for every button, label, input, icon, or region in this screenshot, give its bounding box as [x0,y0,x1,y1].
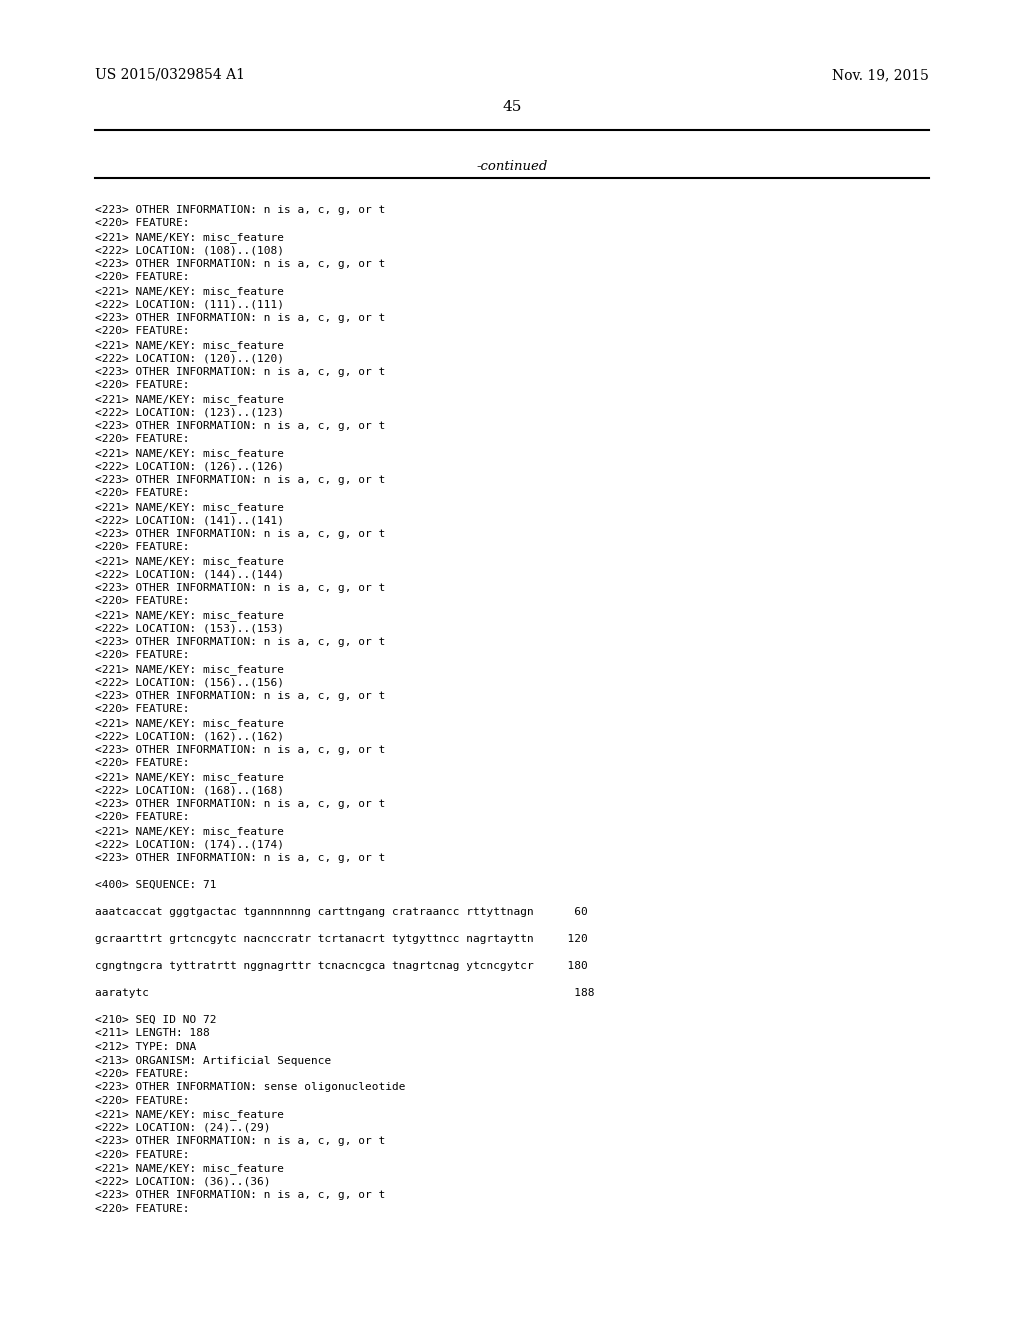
Text: <221> NAME/KEY: misc_feature: <221> NAME/KEY: misc_feature [95,826,284,837]
Text: <222> LOCATION: (108)..(108): <222> LOCATION: (108)..(108) [95,246,284,256]
Text: <220> FEATURE:: <220> FEATURE: [95,1069,189,1078]
Text: <223> OTHER INFORMATION: n is a, c, g, or t: <223> OTHER INFORMATION: n is a, c, g, o… [95,205,385,215]
Text: <221> NAME/KEY: misc_feature: <221> NAME/KEY: misc_feature [95,1110,284,1121]
Text: <222> LOCATION: (156)..(156): <222> LOCATION: (156)..(156) [95,677,284,688]
Text: <220> FEATURE:: <220> FEATURE: [95,759,189,768]
Text: <223> OTHER INFORMATION: n is a, c, g, or t: <223> OTHER INFORMATION: n is a, c, g, o… [95,744,385,755]
Text: gcraarttrt grtcncgytc nacnccratr tcrtanacrt tytgyttncc nagrtayttn     120: gcraarttrt grtcncgytc nacnccratr tcrtana… [95,935,588,944]
Text: <212> TYPE: DNA: <212> TYPE: DNA [95,1041,197,1052]
Text: <211> LENGTH: 188: <211> LENGTH: 188 [95,1028,210,1039]
Text: <223> OTHER INFORMATION: n is a, c, g, or t: <223> OTHER INFORMATION: n is a, c, g, o… [95,853,385,863]
Text: <222> LOCATION: (174)..(174): <222> LOCATION: (174)..(174) [95,840,284,850]
Text: <223> OTHER INFORMATION: n is a, c, g, or t: <223> OTHER INFORMATION: n is a, c, g, o… [95,529,385,539]
Text: <223> OTHER INFORMATION: n is a, c, g, or t: <223> OTHER INFORMATION: n is a, c, g, o… [95,1137,385,1147]
Text: <223> OTHER INFORMATION: sense oligonucleotide: <223> OTHER INFORMATION: sense oligonucl… [95,1082,406,1093]
Text: <222> LOCATION: (162)..(162): <222> LOCATION: (162)..(162) [95,731,284,742]
Text: <220> FEATURE:: <220> FEATURE: [95,488,189,499]
Text: <220> FEATURE:: <220> FEATURE: [95,705,189,714]
Text: <222> LOCATION: (153)..(153): <222> LOCATION: (153)..(153) [95,623,284,634]
Text: <221> NAME/KEY: misc_feature: <221> NAME/KEY: misc_feature [95,341,284,351]
Text: <220> FEATURE:: <220> FEATURE: [95,434,189,445]
Text: <400> SEQUENCE: 71: <400> SEQUENCE: 71 [95,880,216,890]
Text: 45: 45 [503,100,521,114]
Text: <220> FEATURE:: <220> FEATURE: [95,1204,189,1214]
Text: <220> FEATURE:: <220> FEATURE: [95,326,189,337]
Text: <221> NAME/KEY: misc_feature: <221> NAME/KEY: misc_feature [95,393,284,405]
Text: <223> OTHER INFORMATION: n is a, c, g, or t: <223> OTHER INFORMATION: n is a, c, g, o… [95,421,385,432]
Text: <221> NAME/KEY: misc_feature: <221> NAME/KEY: misc_feature [95,664,284,675]
Text: <223> OTHER INFORMATION: n is a, c, g, or t: <223> OTHER INFORMATION: n is a, c, g, o… [95,583,385,593]
Text: -continued: -continued [476,160,548,173]
Text: <222> LOCATION: (24)..(29): <222> LOCATION: (24)..(29) [95,1123,270,1133]
Text: <222> LOCATION: (120)..(120): <222> LOCATION: (120)..(120) [95,354,284,363]
Text: US 2015/0329854 A1: US 2015/0329854 A1 [95,69,245,82]
Text: <223> OTHER INFORMATION: n is a, c, g, or t: <223> OTHER INFORMATION: n is a, c, g, o… [95,799,385,809]
Text: <221> NAME/KEY: misc_feature: <221> NAME/KEY: misc_feature [95,718,284,729]
Text: <221> NAME/KEY: misc_feature: <221> NAME/KEY: misc_feature [95,232,284,243]
Text: <223> OTHER INFORMATION: n is a, c, g, or t: <223> OTHER INFORMATION: n is a, c, g, o… [95,638,385,647]
Text: <222> LOCATION: (36)..(36): <222> LOCATION: (36)..(36) [95,1177,270,1187]
Text: <223> OTHER INFORMATION: n is a, c, g, or t: <223> OTHER INFORMATION: n is a, c, g, o… [95,475,385,484]
Text: <220> FEATURE:: <220> FEATURE: [95,272,189,282]
Text: <221> NAME/KEY: misc_feature: <221> NAME/KEY: misc_feature [95,502,284,513]
Text: <222> LOCATION: (126)..(126): <222> LOCATION: (126)..(126) [95,462,284,471]
Text: <220> FEATURE:: <220> FEATURE: [95,1150,189,1160]
Text: <221> NAME/KEY: misc_feature: <221> NAME/KEY: misc_feature [95,286,284,297]
Text: <223> OTHER INFORMATION: n is a, c, g, or t: <223> OTHER INFORMATION: n is a, c, g, o… [95,259,385,269]
Text: <223> OTHER INFORMATION: n is a, c, g, or t: <223> OTHER INFORMATION: n is a, c, g, o… [95,1191,385,1200]
Text: <222> LOCATION: (144)..(144): <222> LOCATION: (144)..(144) [95,569,284,579]
Text: <223> OTHER INFORMATION: n is a, c, g, or t: <223> OTHER INFORMATION: n is a, c, g, o… [95,690,385,701]
Text: Nov. 19, 2015: Nov. 19, 2015 [833,69,929,82]
Text: <222> LOCATION: (168)..(168): <222> LOCATION: (168)..(168) [95,785,284,796]
Text: <223> OTHER INFORMATION: n is a, c, g, or t: <223> OTHER INFORMATION: n is a, c, g, o… [95,313,385,323]
Text: <222> LOCATION: (111)..(111): <222> LOCATION: (111)..(111) [95,300,284,309]
Text: <220> FEATURE:: <220> FEATURE: [95,597,189,606]
Text: <221> NAME/KEY: misc_feature: <221> NAME/KEY: misc_feature [95,447,284,459]
Text: <220> FEATURE:: <220> FEATURE: [95,813,189,822]
Text: <213> ORGANISM: Artificial Sequence: <213> ORGANISM: Artificial Sequence [95,1056,331,1065]
Text: <220> FEATURE:: <220> FEATURE: [95,380,189,391]
Text: <223> OTHER INFORMATION: n is a, c, g, or t: <223> OTHER INFORMATION: n is a, c, g, o… [95,367,385,378]
Text: <222> LOCATION: (141)..(141): <222> LOCATION: (141)..(141) [95,516,284,525]
Text: aaatcaccat gggtgactac tgannnnnng carttngang cratraancc rttyttnagn      60: aaatcaccat gggtgactac tgannnnnng carttng… [95,907,588,917]
Text: <220> FEATURE:: <220> FEATURE: [95,651,189,660]
Text: <221> NAME/KEY: misc_feature: <221> NAME/KEY: misc_feature [95,772,284,783]
Text: <220> FEATURE:: <220> FEATURE: [95,219,189,228]
Text: <220> FEATURE:: <220> FEATURE: [95,1096,189,1106]
Text: <220> FEATURE:: <220> FEATURE: [95,543,189,553]
Text: <222> LOCATION: (123)..(123): <222> LOCATION: (123)..(123) [95,408,284,417]
Text: <221> NAME/KEY: misc_feature: <221> NAME/KEY: misc_feature [95,1163,284,1175]
Text: <210> SEQ ID NO 72: <210> SEQ ID NO 72 [95,1015,216,1026]
Text: <221> NAME/KEY: misc_feature: <221> NAME/KEY: misc_feature [95,556,284,566]
Text: <221> NAME/KEY: misc_feature: <221> NAME/KEY: misc_feature [95,610,284,620]
Text: aaratytc                                                               188: aaratytc 188 [95,987,595,998]
Text: cgngtngcra tyttratrtt nggnagrttr tcnacncgca tnagrtcnag ytcncgytcr     180: cgngtngcra tyttratrtt nggnagrttr tcnacnc… [95,961,588,972]
